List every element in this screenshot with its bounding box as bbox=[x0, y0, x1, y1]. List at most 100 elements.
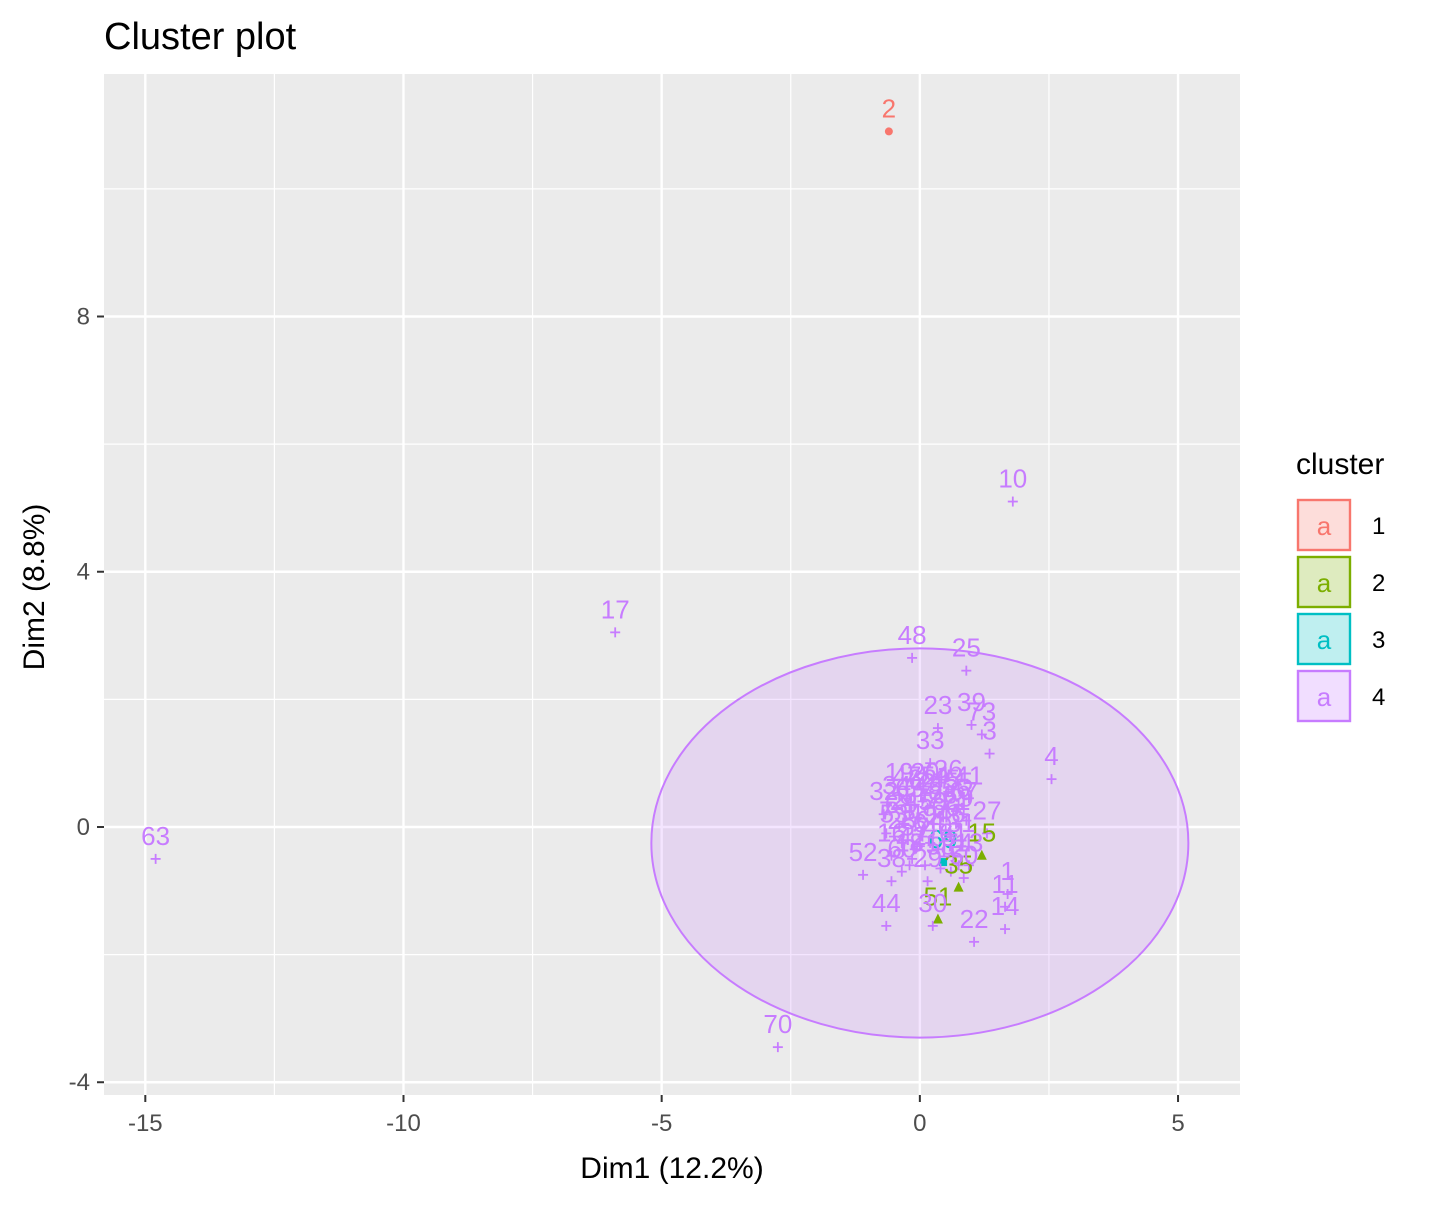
point-marker-49 bbox=[917, 831, 928, 842]
point-label-43: 43 bbox=[913, 770, 942, 800]
point-marker-16 bbox=[886, 850, 897, 861]
point-label-57: 57 bbox=[900, 811, 929, 841]
point-marker-15 bbox=[976, 849, 987, 860]
point-marker-4 bbox=[1046, 774, 1057, 785]
point-label-60: 60 bbox=[887, 834, 916, 864]
point-marker-19 bbox=[894, 790, 905, 801]
plot-panel bbox=[104, 74, 1240, 1095]
legend-key-2 bbox=[1296, 555, 1352, 609]
point-marker-69 bbox=[939, 858, 948, 867]
point-marker-32 bbox=[878, 809, 889, 820]
point-marker-13 bbox=[963, 860, 974, 871]
point-label-62: 62 bbox=[908, 763, 937, 793]
point-marker-14 bbox=[1000, 924, 1011, 935]
point-label-6: 6 bbox=[913, 808, 927, 838]
point-label-11: 11 bbox=[992, 869, 1019, 899]
point-label-44: 44 bbox=[872, 888, 901, 918]
legend-label: 4 bbox=[1372, 684, 1385, 711]
point-label-12: 12 bbox=[936, 834, 965, 864]
x-tick-label: -10 bbox=[386, 1110, 421, 1137]
point-marker-35 bbox=[953, 881, 964, 892]
y-tick-label: 4 bbox=[77, 559, 90, 586]
point-label-17: 17 bbox=[601, 594, 630, 624]
point-label-8: 8 bbox=[928, 776, 942, 806]
point-label-56: 56 bbox=[942, 773, 971, 803]
point-label-29: 29 bbox=[913, 843, 942, 873]
point-marker-26 bbox=[938, 812, 949, 823]
legend-key-text: a bbox=[1317, 625, 1332, 655]
point-label-18: 18 bbox=[895, 827, 924, 857]
point-label-74: 74 bbox=[944, 827, 973, 857]
point-marker-31 bbox=[956, 841, 967, 852]
data-points bbox=[150, 127, 1057, 1053]
point-marker-59 bbox=[927, 818, 938, 829]
point-marker-39 bbox=[966, 719, 977, 730]
point-marker-3 bbox=[984, 748, 995, 759]
point-marker-34 bbox=[891, 802, 902, 813]
point-label-66: 66 bbox=[931, 792, 960, 822]
point-marker-46 bbox=[945, 831, 956, 842]
point-marker-70 bbox=[772, 1042, 783, 1053]
point-marker-63 bbox=[150, 853, 161, 864]
point-marker-72 bbox=[909, 799, 920, 810]
point-marker-50 bbox=[958, 873, 969, 884]
point-marker-64 bbox=[925, 837, 936, 848]
point-marker-38 bbox=[886, 876, 897, 887]
point-label-48: 48 bbox=[898, 620, 927, 650]
x-tick-label: 5 bbox=[1171, 1110, 1184, 1137]
point-label-45: 45 bbox=[931, 763, 960, 793]
point-label-20: 20 bbox=[911, 757, 940, 787]
point-marker-8 bbox=[930, 809, 941, 820]
legend-key-4 bbox=[1296, 669, 1352, 723]
point-label-67: 67 bbox=[949, 776, 978, 806]
point-label-7: 7 bbox=[879, 795, 893, 825]
point-label-70: 70 bbox=[763, 1009, 792, 1039]
point-label-2: 2 bbox=[882, 93, 896, 123]
point-label-46: 46 bbox=[936, 799, 965, 829]
point-marker-2 bbox=[884, 127, 893, 136]
point-label-61: 61 bbox=[939, 818, 968, 848]
point-label-50: 50 bbox=[949, 840, 978, 870]
point-marker-18 bbox=[904, 860, 915, 871]
point-label-28: 28 bbox=[887, 805, 916, 835]
point-marker-45 bbox=[940, 796, 951, 807]
legend-key-text: a bbox=[1317, 568, 1332, 598]
legend-title: cluster bbox=[1296, 448, 1384, 481]
chart-title: Cluster plot bbox=[104, 16, 297, 58]
point-marker-11 bbox=[1000, 901, 1011, 912]
point-marker-21 bbox=[951, 818, 961, 829]
point-marker-12 bbox=[945, 866, 956, 877]
point-label-58: 58 bbox=[926, 830, 955, 860]
point-label-39: 39 bbox=[957, 687, 986, 717]
point-label-1: 1 bbox=[1000, 856, 1014, 886]
point-label-35: 35 bbox=[944, 850, 973, 880]
point-marker-40 bbox=[932, 844, 943, 855]
point-marker-33 bbox=[925, 758, 936, 769]
point-marker-43 bbox=[922, 802, 933, 813]
y-axis-label: Dim2 (8.8%) bbox=[18, 504, 51, 671]
point-label-34: 34 bbox=[882, 770, 911, 800]
point-label-33: 33 bbox=[916, 725, 945, 755]
point-label-49: 49 bbox=[908, 799, 937, 829]
legend: cluster a 1a 2a 3a 4 bbox=[1296, 448, 1385, 723]
x-tick-label: -5 bbox=[651, 1110, 672, 1137]
x-tick-label: -15 bbox=[128, 1110, 163, 1137]
point-label-65: 65 bbox=[895, 773, 924, 803]
point-label-68: 68 bbox=[885, 789, 914, 819]
point-marker-44 bbox=[881, 920, 892, 931]
point-marker-7 bbox=[881, 828, 892, 839]
x-tick-label: 0 bbox=[913, 1110, 926, 1137]
point-label-27: 27 bbox=[973, 795, 1002, 825]
legend-key-text: a bbox=[1317, 682, 1332, 712]
point-marker-74 bbox=[953, 860, 964, 871]
point-label-47: 47 bbox=[892, 760, 921, 790]
point-label-36: 36 bbox=[934, 754, 963, 784]
y-axis: -4 0 4 8 bbox=[69, 303, 104, 1096]
point-label-21: 21 bbox=[942, 786, 971, 816]
point-label-26: 26 bbox=[929, 779, 958, 809]
point-marker-57 bbox=[909, 844, 920, 855]
point-marker-54 bbox=[930, 793, 941, 804]
